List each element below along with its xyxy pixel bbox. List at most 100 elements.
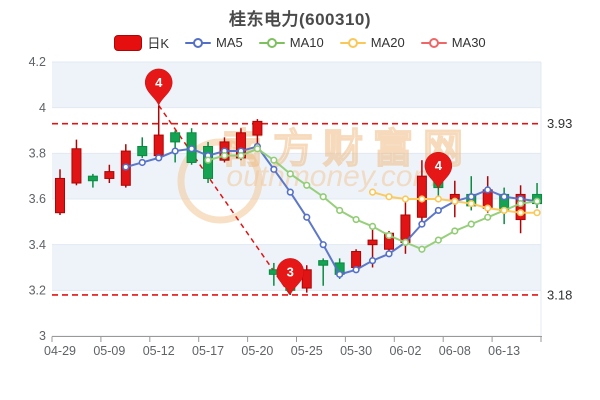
ma30-marker-icon bbox=[420, 36, 447, 50]
x-tick-label: 05-17 bbox=[192, 344, 224, 358]
y-tick-label: 3.8 bbox=[29, 147, 46, 161]
watermark-cjk: 南方财富网 bbox=[223, 127, 473, 171]
ma20-point bbox=[401, 195, 410, 203]
x-tick-label: 05-20 bbox=[241, 344, 273, 358]
ma10-point bbox=[237, 152, 245, 160]
ma5-point bbox=[385, 250, 393, 258]
ma10-point bbox=[352, 215, 360, 224]
legend: 日K MA5 MA10 MA20 MA30 bbox=[0, 33, 600, 52]
legend-item-dayk[interactable]: 日K bbox=[114, 33, 169, 52]
ma20-point bbox=[385, 193, 393, 201]
ma20-point bbox=[467, 199, 475, 208]
candle[interactable] bbox=[104, 164, 115, 184]
marker-pin-label: 4 bbox=[435, 158, 443, 173]
x-tick-label: 05-25 bbox=[291, 344, 323, 358]
y-tick-label: 3.4 bbox=[29, 238, 46, 252]
trend-line bbox=[158, 104, 291, 296]
ref-line-label: 3.18 bbox=[547, 287, 572, 302]
candle[interactable] bbox=[87, 173, 98, 188]
ma5-point bbox=[155, 154, 163, 162]
ma5-point bbox=[418, 220, 426, 228]
x-tick-label: 06-08 bbox=[439, 344, 471, 358]
ma10-point bbox=[401, 238, 410, 246]
ma20-line[interactable] bbox=[368, 188, 541, 217]
watermark-latin: outhmoney.com bbox=[226, 160, 437, 193]
ma5-point bbox=[270, 165, 278, 173]
ma10-point bbox=[434, 236, 442, 244]
ma10-point bbox=[253, 145, 261, 153]
legend-item-ma20[interactable]: MA20 bbox=[339, 35, 405, 50]
ma10-point bbox=[368, 222, 377, 230]
legend-item-ma30[interactable]: MA30 bbox=[420, 35, 486, 50]
candle[interactable] bbox=[170, 130, 181, 163]
ref-line-label: 3.93 bbox=[547, 116, 572, 131]
marker-pin-label: 4 bbox=[155, 75, 163, 90]
reference-lines: 3.93 3.18 bbox=[52, 116, 572, 302]
y-axis-labels: 4.2 4 3.8 3.6 3.4 3.2 3 bbox=[29, 55, 46, 343]
ma10-line[interactable] bbox=[204, 145, 541, 253]
candle[interactable] bbox=[137, 137, 148, 158]
legend-label: MA20 bbox=[370, 35, 405, 50]
ma5-point bbox=[319, 241, 327, 249]
ma20-point bbox=[500, 206, 508, 215]
mark-points: 4 3 4 bbox=[144, 68, 453, 296]
ma10-point bbox=[204, 156, 212, 164]
ma20-point bbox=[516, 209, 525, 217]
ma5-point bbox=[171, 147, 179, 155]
ma5-marker-icon bbox=[185, 36, 212, 50]
ma5-point bbox=[138, 158, 146, 167]
ma10-point bbox=[220, 152, 229, 160]
candle[interactable] bbox=[252, 119, 263, 147]
ma5-point bbox=[122, 163, 130, 171]
candle[interactable] bbox=[71, 139, 82, 186]
x-axis bbox=[51, 336, 542, 342]
y-tick-label: 4.2 bbox=[29, 55, 46, 69]
candle[interactable] bbox=[301, 265, 312, 293]
ma20-marker-icon bbox=[339, 36, 366, 50]
legend-item-ma5[interactable]: MA5 bbox=[185, 35, 243, 50]
candle[interactable] bbox=[318, 258, 329, 286]
x-tick-label: 05-12 bbox=[143, 344, 175, 358]
ma10-point bbox=[385, 231, 393, 240]
ma10-point bbox=[270, 156, 278, 164]
x-tick-label: 05-30 bbox=[340, 344, 372, 358]
ma10-point bbox=[336, 206, 344, 215]
candle[interactable] bbox=[55, 169, 65, 215]
ma5-point bbox=[467, 193, 475, 201]
ma20-point bbox=[368, 188, 377, 196]
legend-label: MA5 bbox=[216, 35, 243, 50]
ma5-point bbox=[188, 145, 196, 153]
x-tick-label: 04-29 bbox=[44, 344, 76, 358]
ma10-point bbox=[516, 199, 525, 208]
ma10-point bbox=[319, 193, 327, 201]
y-tick-label: 4 bbox=[39, 101, 46, 115]
ma5-point bbox=[368, 257, 377, 265]
candle[interactable] bbox=[153, 105, 164, 158]
chart-title: 桂东电力(600310) bbox=[228, 10, 372, 29]
y-tick-label: 3 bbox=[39, 329, 46, 343]
ma10-point bbox=[286, 170, 294, 178]
x-tick-label: 05-09 bbox=[93, 344, 125, 358]
ma10-point bbox=[418, 245, 426, 253]
ma10-point bbox=[467, 220, 475, 228]
ma20-point bbox=[434, 195, 442, 203]
ma10-point bbox=[484, 213, 492, 221]
y-tick-label: 3.6 bbox=[29, 192, 46, 206]
ma20-point bbox=[418, 195, 426, 203]
ma5-point bbox=[286, 188, 294, 196]
ma10-point bbox=[533, 197, 541, 205]
ma5-point bbox=[336, 270, 344, 278]
ma10-point bbox=[451, 227, 459, 235]
legend-label: MA30 bbox=[451, 35, 486, 50]
legend-label: MA10 bbox=[289, 35, 324, 50]
legend-label: 日K bbox=[147, 36, 170, 51]
ma5-point bbox=[484, 186, 492, 194]
ma20-point bbox=[451, 197, 459, 205]
legend-item-ma10[interactable]: MA10 bbox=[258, 35, 324, 50]
ma20-point bbox=[484, 204, 492, 212]
marker-pin: 4 bbox=[424, 151, 453, 190]
ma20-point bbox=[533, 209, 541, 217]
marker-pin: 4 bbox=[144, 68, 173, 107]
